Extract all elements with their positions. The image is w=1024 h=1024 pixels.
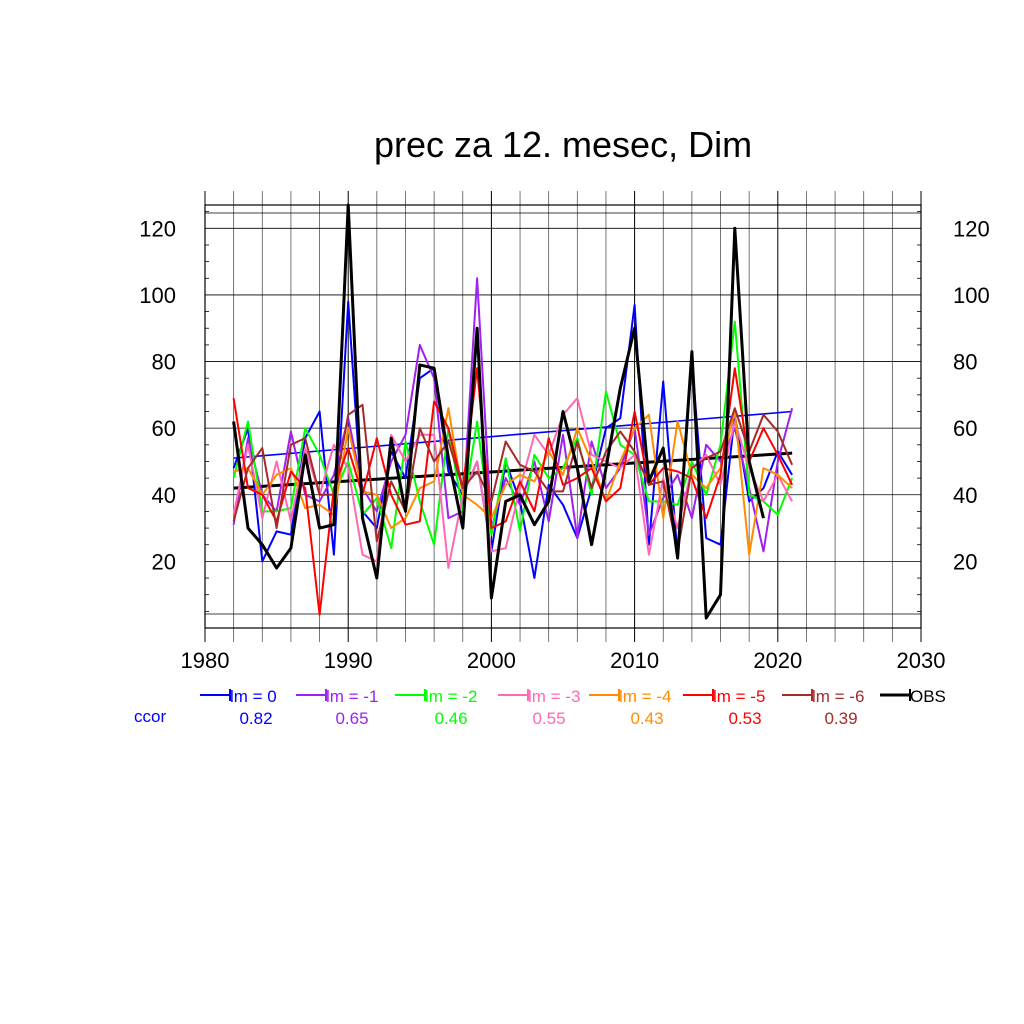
series-line-obs <box>232 203 765 620</box>
y-tick-label-right: 120 <box>953 216 990 241</box>
trend-line-lm-0 <box>233 410 793 459</box>
legend-label: lm = -4 <box>619 687 671 706</box>
legend-label: lm = -5 <box>713 687 765 706</box>
ccor-value: 0.43 <box>630 709 663 728</box>
x-tick-label: 1990 <box>324 648 373 673</box>
ccor-value: 0.82 <box>239 709 272 728</box>
legend-label: lm = -1 <box>326 687 378 706</box>
ccor-value: 0.65 <box>335 709 368 728</box>
y-tick-label-left: 20 <box>152 549 176 574</box>
y-tick-label-left: 40 <box>152 483 176 508</box>
chart-title: prec za 12. mesec, Dim <box>374 124 752 165</box>
x-tick-label: 2010 <box>610 648 659 673</box>
series-line-lm-0 <box>232 300 793 579</box>
y-tick-label-left: 60 <box>152 416 176 441</box>
ccor-label: ccor <box>134 707 166 726</box>
legend-label: lm = -6 <box>812 687 864 706</box>
ccor-value: 0.39 <box>824 709 857 728</box>
x-tick-label: 2000 <box>467 648 516 673</box>
y-tick-label-right: 80 <box>953 350 977 375</box>
legend: lm = 0 0.82 lm = -1 0.65 lm = -2 0.46 lm = -3 0… <box>134 687 946 728</box>
series-lines <box>232 203 794 620</box>
y-tick-label-left: 100 <box>139 283 176 308</box>
ccor-value: 0.46 <box>434 709 467 728</box>
grid <box>204 191 922 642</box>
x-tick-label: 1980 <box>181 648 230 673</box>
legend-label: lm = 0 <box>230 687 277 706</box>
y-tick-label-left: 80 <box>152 350 176 375</box>
legend-label: lm = -3 <box>528 687 580 706</box>
x-tick-label: 2030 <box>897 648 946 673</box>
ccor-value: 0.55 <box>532 709 565 728</box>
y-tick-label-right: 60 <box>953 416 977 441</box>
y-tick-label-right: 40 <box>953 483 977 508</box>
legend-label: OBS <box>910 687 946 706</box>
x-tick-label: 2020 <box>753 648 802 673</box>
ccor-value: 0.53 <box>728 709 761 728</box>
legend-label: lm = -2 <box>425 687 477 706</box>
y-tick-label-left: 120 <box>139 216 176 241</box>
series-line-lm-6 <box>232 403 794 553</box>
plot-frame <box>204 204 922 629</box>
y-tick-label-right: 100 <box>953 283 990 308</box>
y-tick-label-right: 20 <box>953 549 977 574</box>
